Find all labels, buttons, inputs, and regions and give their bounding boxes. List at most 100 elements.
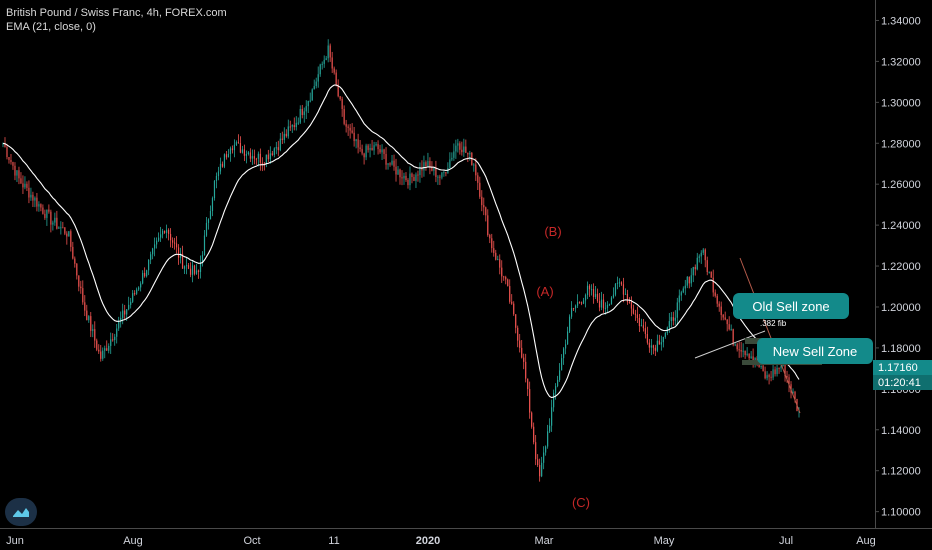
price-tick-label: 1.18000 [881,343,921,355]
candle-body [349,127,351,131]
candle-body [676,302,678,318]
candle-body [778,367,780,369]
candle-body [413,177,415,181]
candle-body [173,242,176,244]
candle-body [142,273,144,284]
candle-body [16,170,18,176]
candle-body [48,209,50,212]
candle-body [545,446,547,453]
candle-body [487,215,489,235]
candle-body [718,303,720,307]
candle-body [345,123,347,127]
candle-body [373,145,375,151]
candle-body [586,285,589,295]
new-sell-zone-text: New Sell Zone [773,344,858,359]
candle-body [614,283,617,295]
candle-body [772,369,774,378]
candle-body [690,275,692,284]
candle-body [375,144,377,146]
candle-body [209,211,212,220]
candle-body [136,289,138,294]
price-tick-label: 1.22000 [881,261,921,273]
candle-body [636,314,639,318]
candle-body [638,317,641,327]
candle-body [231,148,234,151]
candle-body [678,295,680,303]
candle-body [411,173,413,178]
candle-body [333,68,335,73]
candle-body [60,227,62,229]
candle-body [72,246,74,259]
candle-body [177,247,180,258]
candle-body [728,324,730,330]
ema-line [2,84,800,399]
price-axis-ticks: 1.34000 1.32000 1.30000 1.28000 1.26000 1.240… [875,15,921,519]
candle-body [658,340,660,345]
candle-body [670,317,672,322]
candle-body [255,158,257,160]
candle-body [267,154,269,160]
candle-body [433,167,435,171]
candle-body [50,211,52,225]
tradingview-logo-icon[interactable] [5,498,37,526]
candle-body [788,377,790,385]
time-tick-label: Oct [243,535,260,547]
candle-body [154,244,156,249]
candle-body [321,63,323,65]
candle-body [315,81,317,87]
candle-body [686,276,688,286]
price-tick-label: 1.26000 [881,179,921,191]
candle-body [118,321,120,329]
candle-body [766,375,768,379]
candle-body [429,160,431,167]
candle-body [175,243,178,248]
candle-body [185,265,188,267]
candle-body [32,194,34,201]
candle-body [566,331,569,345]
candle-body [590,289,593,291]
candle-body [217,171,220,177]
candle-body [191,265,194,275]
candle-body [674,317,676,321]
candle-body [257,153,259,159]
candle-body [549,425,551,432]
candle-body [4,143,6,148]
candle-body [189,268,192,275]
candle-body [363,153,365,158]
candle-body [291,125,293,127]
candle-body [401,177,403,179]
candle-body [235,142,238,145]
candle-body [417,174,419,176]
candles-layer [2,39,800,482]
candle-body [277,147,279,151]
symbol-title: British Pound / Swiss Franc, 4h, FOREX.c… [6,7,227,19]
candle-body [405,175,407,180]
candle-body [427,160,429,167]
current-price-badge [873,360,932,375]
candle-body [535,442,537,460]
candle-body [357,139,359,148]
candle-body [163,230,166,233]
candle-body [628,301,631,303]
candle-body [525,361,527,379]
candle-body [660,342,662,345]
candle-body [18,170,20,179]
candle-body [146,270,148,277]
old-sell-zone-callout[interactable]: Old Sell zone [733,293,849,319]
new-sell-zone-callout[interactable]: New Sell Zone [757,338,873,364]
candle-body [551,407,553,426]
candle-body [582,300,585,304]
candle-body [265,154,267,165]
candle-body [521,347,523,358]
candle-body [770,376,772,378]
price-tick-label: 1.30000 [881,97,921,109]
candle-body [165,229,168,233]
candle-body [367,145,369,150]
candle-body [732,329,734,345]
candle-body [515,314,517,328]
price-tick-label: 1.10000 [881,507,921,519]
candle-body [108,345,110,351]
candle-body [347,126,349,128]
candle-body [505,277,507,280]
